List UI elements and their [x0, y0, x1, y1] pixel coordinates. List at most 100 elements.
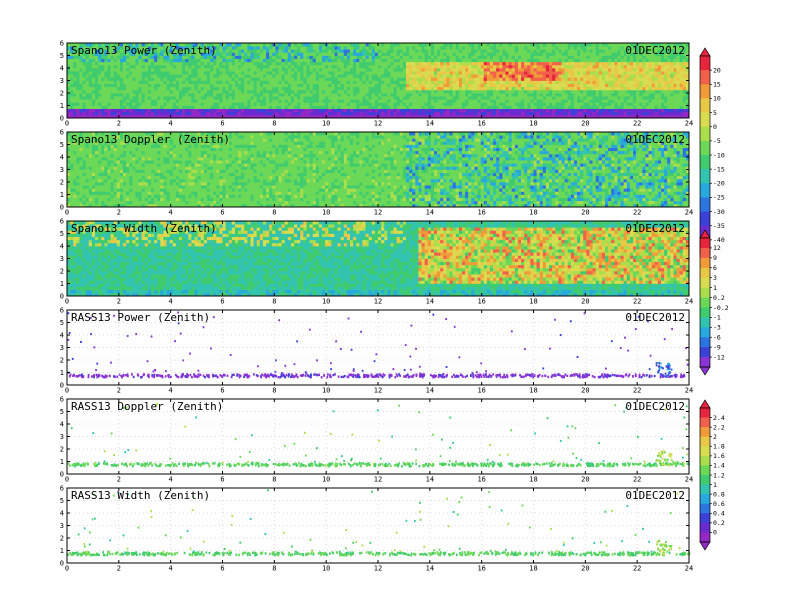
heatmap-cell	[244, 56, 247, 59]
heatmap-cell	[409, 65, 412, 68]
heatmap-cell	[126, 106, 129, 109]
heatmap-cell	[593, 52, 596, 55]
heatmap-cell	[390, 59, 393, 62]
heatmap-cell	[235, 93, 238, 96]
heatmap-cell	[338, 49, 341, 52]
heatmap-cell	[132, 109, 135, 112]
heatmap-cell	[328, 52, 331, 55]
heatmap-cell	[574, 99, 577, 102]
heatmap-cell	[645, 59, 648, 62]
heatmap-cell	[195, 102, 198, 105]
heatmap-cell	[387, 49, 390, 52]
heatmap-cell	[148, 96, 151, 99]
heatmap-cell	[334, 93, 337, 96]
heatmap-cell	[589, 62, 592, 65]
heatmap-cell	[123, 109, 126, 112]
heatmap-cell	[546, 106, 549, 109]
heatmap-cell	[434, 96, 437, 99]
heatmap-cell	[207, 99, 210, 102]
heatmap-cell	[602, 62, 605, 65]
heatmap-cell	[92, 62, 95, 65]
heatmap-cell	[316, 84, 319, 87]
heatmap-cell	[586, 49, 589, 52]
heatmap-cell	[568, 62, 571, 65]
heatmap-cell	[139, 106, 142, 109]
heatmap-cell	[263, 96, 266, 99]
heatmap-cell	[415, 109, 418, 112]
heatmap-cell	[431, 112, 434, 115]
heatmap-cell	[400, 49, 403, 52]
heatmap-cell	[114, 74, 117, 77]
heatmap-cell	[502, 46, 505, 49]
heatmap-cell	[512, 68, 515, 71]
heatmap-cell	[350, 102, 353, 105]
heatmap-cell	[487, 74, 490, 77]
heatmap-cell	[471, 52, 474, 55]
heatmap-cell	[316, 74, 319, 77]
heatmap-cell	[191, 93, 194, 96]
heatmap-cell	[167, 77, 170, 80]
heatmap-cell	[263, 109, 266, 112]
heatmap-cell	[453, 81, 456, 84]
heatmap-cell	[325, 77, 328, 80]
heatmap-cell	[297, 77, 300, 80]
heatmap-cell	[459, 99, 462, 102]
heatmap-cell	[543, 90, 546, 93]
heatmap-cell	[92, 59, 95, 62]
heatmap-cell	[331, 87, 334, 90]
heatmap-cell	[394, 43, 397, 46]
heatmap-cell	[95, 62, 98, 65]
heatmap-cell	[608, 112, 611, 115]
heatmap-cell	[496, 102, 499, 105]
heatmap-cell	[673, 93, 676, 96]
heatmap-cell	[285, 102, 288, 105]
heatmap-cell	[114, 68, 117, 71]
heatmap-cell	[322, 56, 325, 59]
heatmap-cell	[210, 102, 213, 105]
heatmap-cell	[154, 93, 157, 96]
heatmap-cell	[450, 109, 453, 112]
heatmap-cell	[338, 90, 341, 93]
heatmap-cell	[487, 84, 490, 87]
heatmap-cell	[223, 87, 226, 90]
heatmap-cell	[114, 109, 117, 112]
heatmap-cell	[390, 81, 393, 84]
heatmap-cell	[67, 132, 70, 135]
heatmap-cell	[577, 106, 580, 109]
heatmap-cell	[73, 102, 76, 105]
heatmap-cell	[661, 65, 664, 68]
heatmap-cell	[182, 59, 185, 62]
heatmap-cell	[139, 74, 142, 77]
heatmap-cell	[639, 109, 642, 112]
heatmap-cell	[278, 99, 281, 102]
heatmap-cell	[375, 62, 378, 65]
heatmap-cell	[418, 90, 421, 93]
heatmap-cell	[107, 77, 110, 80]
heatmap-cell	[661, 93, 664, 96]
heatmap-cell	[195, 68, 198, 71]
heatmap-cell	[490, 56, 493, 59]
heatmap-cell	[664, 68, 667, 71]
heatmap-cell	[107, 59, 110, 62]
heatmap-cell	[599, 102, 602, 105]
heatmap-cell	[387, 62, 390, 65]
heatmap-cell	[73, 106, 76, 109]
heatmap-cell	[661, 62, 664, 65]
heatmap-cell	[624, 65, 627, 68]
heatmap-cell	[403, 52, 406, 55]
heatmap-cell	[151, 68, 154, 71]
heatmap-cell	[509, 77, 512, 80]
heatmap-cell	[235, 59, 238, 62]
heatmap-cell	[418, 56, 421, 59]
heatmap-cell	[247, 77, 250, 80]
heatmap-cell	[418, 59, 421, 62]
heatmap-cell	[244, 102, 247, 105]
heatmap-cell	[614, 56, 617, 59]
heatmap-cell	[76, 109, 79, 112]
heatmap-cell	[160, 102, 163, 105]
heatmap-cell	[79, 179, 82, 182]
heatmap-cell	[173, 71, 176, 74]
heatmap-cell	[275, 96, 278, 99]
heatmap-cell	[322, 99, 325, 102]
heatmap-cell	[639, 99, 642, 102]
